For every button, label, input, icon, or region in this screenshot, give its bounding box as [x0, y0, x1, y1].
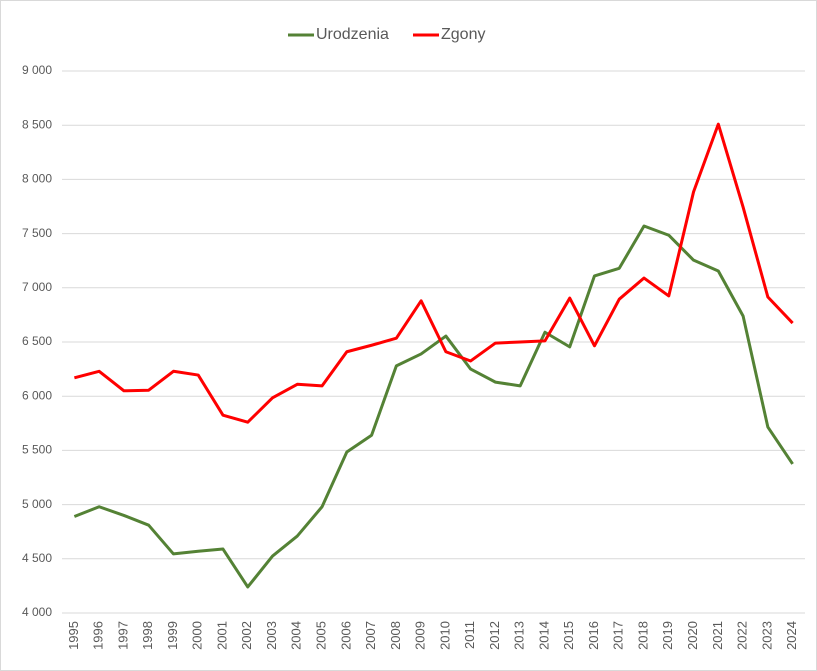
x-tick-label: 1997	[115, 621, 130, 650]
x-tick-label: 2013	[512, 621, 527, 650]
legend-label: Urodzenia	[316, 26, 389, 43]
x-tick-label: 2022	[735, 621, 750, 650]
x-tick-label: 2012	[487, 621, 502, 650]
x-tick-label: 1998	[140, 621, 155, 650]
x-tick-label: 2017	[611, 621, 626, 650]
x-tick-label: 2020	[685, 621, 700, 650]
x-tick-label: 2007	[363, 621, 378, 650]
x-tick-label: 2023	[759, 621, 774, 650]
x-tick-label: 2002	[239, 621, 254, 650]
x-tick-label: 1995	[66, 621, 81, 650]
x-tick-label: 2021	[710, 621, 725, 650]
x-tick-label: 1999	[165, 621, 180, 650]
x-tick-label: 2019	[660, 621, 675, 650]
y-tick-label: 7 000	[22, 280, 52, 294]
x-tick-label: 2010	[437, 621, 452, 650]
line-series	[73, 224, 794, 589]
x-tick-label: 2001	[214, 621, 229, 650]
y-tick-label: 9 000	[22, 63, 52, 77]
x-tick-label: 2009	[413, 621, 428, 650]
legend-label: Zgony	[441, 26, 485, 43]
y-tick-label: 4 000	[22, 605, 52, 619]
line-series	[73, 122, 794, 424]
y-tick-label: 8 500	[22, 117, 52, 131]
x-tick-label: 2024	[784, 621, 799, 650]
y-tick-label: 5 500	[22, 443, 52, 457]
x-tick-label: 1996	[91, 621, 106, 650]
x-tick-label: 2008	[388, 621, 403, 650]
x-tick-label: 2000	[190, 621, 205, 650]
x-tick-label: 2016	[586, 621, 601, 650]
x-tick-label: 2015	[561, 621, 576, 650]
x-tick-label: 2014	[536, 621, 551, 650]
x-tick-label: 2005	[313, 621, 328, 650]
x-tick-label: 2018	[635, 621, 650, 650]
y-tick-label: 6 000	[22, 388, 52, 402]
y-tick-label: 5 000	[22, 497, 52, 511]
y-tick-label: 6 500	[22, 334, 52, 348]
y-tick-label: 7 500	[22, 226, 52, 240]
y-tick-label: 8 000	[22, 172, 52, 186]
x-tick-label: 2003	[264, 621, 279, 650]
x-tick-label: 2006	[338, 621, 353, 650]
y-tick-label: 4 500	[22, 551, 52, 565]
x-tick-label: 2011	[462, 621, 477, 649]
x-tick-label: 2004	[289, 621, 304, 650]
